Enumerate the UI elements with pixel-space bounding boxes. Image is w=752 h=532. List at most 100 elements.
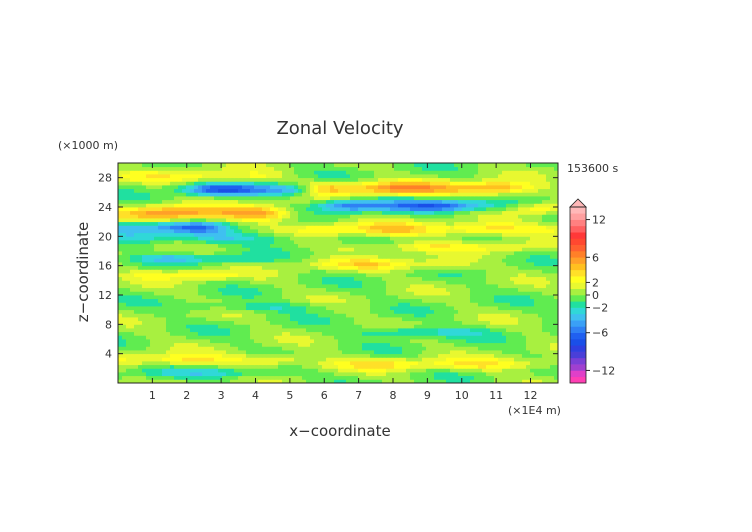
- field-cell: [218, 317, 223, 322]
- field-cell: [118, 320, 123, 325]
- field-cell: [498, 357, 503, 362]
- field-cell: [250, 342, 255, 347]
- field-cell: [302, 218, 307, 223]
- field-cell: [230, 232, 235, 237]
- field-cell: [542, 232, 547, 237]
- field-cell: [402, 243, 407, 248]
- field-cell: [126, 218, 131, 223]
- field-cell: [242, 295, 247, 300]
- field-cell: [282, 291, 287, 296]
- field-cell: [462, 254, 467, 259]
- field-cell: [238, 287, 243, 292]
- field-cell: [522, 313, 527, 318]
- field-cell: [502, 361, 507, 366]
- field-cell: [494, 328, 499, 333]
- field-cell: [246, 364, 251, 369]
- field-cell: [362, 298, 367, 303]
- field-cell: [398, 379, 403, 384]
- field-cell: [426, 350, 431, 355]
- field-cell: [330, 262, 335, 267]
- field-cell: [474, 276, 479, 281]
- field-cell: [162, 287, 167, 292]
- field-cell: [250, 295, 255, 300]
- field-cell: [518, 361, 523, 366]
- field-cell: [174, 273, 179, 278]
- field-cell: [326, 328, 331, 333]
- field-cell: [266, 339, 271, 344]
- field-cell: [354, 317, 359, 322]
- field-cell: [542, 287, 547, 292]
- field-cell: [478, 295, 483, 300]
- field-cell: [426, 276, 431, 281]
- field-cell: [370, 218, 375, 223]
- field-cell: [198, 273, 203, 278]
- field-cell: [466, 291, 471, 296]
- field-cell: [410, 339, 415, 344]
- field-cell: [306, 353, 311, 358]
- field-cell: [358, 306, 363, 311]
- field-cell: [302, 368, 307, 373]
- field-cell: [486, 232, 491, 237]
- field-cell: [378, 313, 383, 318]
- field-cell: [322, 273, 327, 278]
- field-cell: [366, 236, 371, 241]
- field-cell: [398, 364, 403, 369]
- field-cell: [258, 317, 263, 322]
- field-cell: [422, 313, 427, 318]
- field-cell: [154, 243, 159, 248]
- field-cell: [326, 247, 331, 252]
- field-cell: [550, 254, 555, 259]
- field-cell: [422, 291, 427, 296]
- field-cell: [182, 229, 187, 234]
- field-cell: [318, 247, 323, 252]
- field-cell: [202, 287, 207, 292]
- field-cell: [338, 269, 343, 274]
- field-cell: [142, 357, 147, 362]
- field-cell: [182, 221, 187, 226]
- field-cell: [126, 229, 131, 234]
- field-cell: [494, 346, 499, 351]
- field-cell: [550, 262, 555, 267]
- field-cell: [370, 339, 375, 344]
- field-cell: [482, 339, 487, 344]
- field-cell: [346, 262, 351, 267]
- field-cell: [218, 243, 223, 248]
- field-cell: [122, 251, 127, 256]
- field-cell: [310, 221, 315, 226]
- field-cell: [366, 291, 371, 296]
- field-cell: [250, 229, 255, 234]
- field-cell: [434, 313, 439, 318]
- field-cell: [162, 372, 167, 377]
- field-cell: [178, 372, 183, 377]
- field-cell: [362, 372, 367, 377]
- field-cell: [482, 232, 487, 237]
- field-cell: [366, 353, 371, 358]
- field-cell: [234, 214, 239, 219]
- field-cell: [550, 339, 555, 344]
- field-cell: [550, 317, 555, 322]
- field-cell: [154, 353, 159, 358]
- field-cell: [354, 368, 359, 373]
- field-cell: [158, 247, 163, 252]
- field-cell: [510, 309, 515, 314]
- field-cell: [546, 320, 551, 325]
- field-cell: [126, 214, 131, 219]
- field-cell: [130, 331, 135, 336]
- field-cell: [218, 342, 223, 347]
- field-cell: [358, 236, 363, 241]
- field-cell: [242, 298, 247, 303]
- field-cell: [278, 298, 283, 303]
- field-cell: [182, 291, 187, 296]
- field-cell: [310, 225, 315, 230]
- field-cell: [294, 379, 299, 384]
- field-cell: [162, 342, 167, 347]
- field-cell: [166, 254, 171, 259]
- field-cell: [178, 342, 183, 347]
- field-cell: [130, 353, 135, 358]
- field-cell: [198, 276, 203, 281]
- field-cell: [122, 353, 127, 358]
- field-cell: [410, 254, 415, 259]
- field-cell: [426, 236, 431, 241]
- field-cell: [302, 229, 307, 234]
- field-cell: [498, 350, 503, 355]
